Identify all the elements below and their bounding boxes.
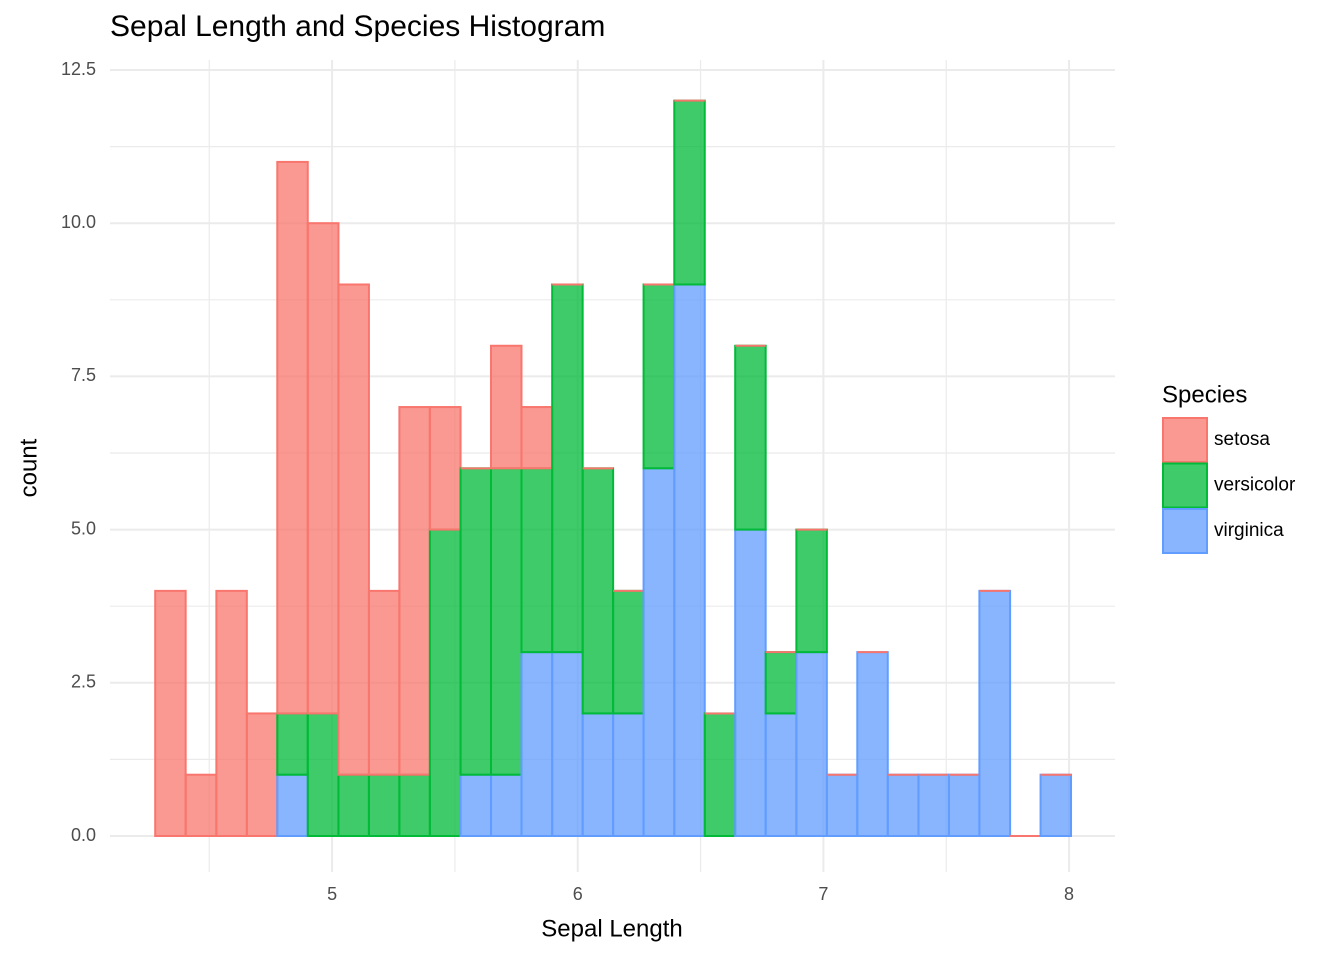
y-tick-label: 12.5 bbox=[61, 59, 96, 79]
bar-segment bbox=[428, 406, 462, 531]
bar-segment bbox=[398, 773, 431, 837]
bar-segment bbox=[337, 773, 370, 837]
bar-segment bbox=[520, 651, 554, 837]
bar-segment bbox=[795, 528, 828, 654]
y-tick-label: 2.5 bbox=[71, 672, 96, 692]
bar-segment bbox=[825, 773, 859, 837]
bar-segment bbox=[978, 589, 1012, 837]
bar-segment bbox=[917, 773, 950, 837]
bar-segment bbox=[459, 773, 493, 837]
bar-segment bbox=[734, 528, 767, 837]
bar-segment bbox=[184, 773, 218, 837]
bar-segment bbox=[1039, 773, 1073, 837]
bar-segment bbox=[154, 589, 187, 837]
bar-segment bbox=[245, 712, 279, 837]
bar-segment bbox=[642, 283, 676, 470]
y-tick-label: 0.0 bbox=[71, 825, 96, 845]
legend-title: Species bbox=[1162, 381, 1247, 408]
x-tick-label: 5 bbox=[327, 884, 337, 904]
bar-segment bbox=[612, 712, 645, 837]
bar-segment bbox=[490, 773, 523, 837]
legend-label: versicolor bbox=[1214, 475, 1296, 496]
bar-segment bbox=[551, 283, 584, 654]
legend-label: virginica bbox=[1214, 520, 1284, 541]
bar-segment bbox=[459, 467, 493, 776]
y-tick-label: 5.0 bbox=[71, 518, 96, 538]
bar-segment bbox=[886, 773, 920, 837]
bar-segment bbox=[490, 344, 523, 470]
bar-segment bbox=[856, 651, 889, 837]
bar-segment bbox=[703, 712, 737, 837]
legend-key bbox=[1162, 508, 1208, 554]
bar-segment bbox=[581, 467, 615, 715]
bar-segment bbox=[764, 651, 798, 715]
legend-key bbox=[1162, 462, 1208, 509]
bar-segment bbox=[764, 712, 798, 837]
bar-segment bbox=[398, 406, 431, 776]
legend-label: setosa bbox=[1214, 429, 1270, 450]
x-tick-label: 8 bbox=[1064, 884, 1074, 904]
bar-segment bbox=[734, 344, 767, 531]
bar-segment bbox=[367, 773, 401, 837]
y-tick-label: 10.0 bbox=[61, 212, 96, 232]
bar-segment bbox=[642, 467, 676, 837]
bar-segment bbox=[306, 712, 340, 837]
x-axis-label: Sepal Length bbox=[541, 915, 682, 942]
bar-segment bbox=[276, 773, 309, 837]
y-axis-label: count bbox=[15, 438, 42, 497]
chart-title: Sepal Length and Species Histogram bbox=[110, 10, 605, 43]
bar-segment bbox=[947, 773, 981, 837]
legend-key bbox=[1162, 417, 1208, 463]
bar-segment bbox=[276, 712, 309, 776]
bar-segment bbox=[551, 651, 584, 837]
bar-segment bbox=[520, 406, 554, 470]
bar-segment bbox=[215, 589, 248, 837]
x-tick-label: 6 bbox=[573, 884, 583, 904]
bar-segment bbox=[612, 589, 645, 715]
bar-segment bbox=[490, 467, 523, 776]
bar-segment bbox=[276, 160, 309, 715]
bar-segment bbox=[581, 712, 615, 837]
bar-segment bbox=[673, 99, 706, 286]
bar-segment bbox=[337, 283, 370, 776]
bar-segment bbox=[520, 467, 554, 654]
bar-segment bbox=[795, 651, 828, 837]
bar-segment bbox=[428, 528, 462, 837]
x-tick-label: 7 bbox=[818, 884, 828, 904]
bar-segment bbox=[367, 589, 401, 776]
bar-segment bbox=[673, 283, 706, 838]
y-tick-label: 7.5 bbox=[71, 365, 96, 385]
bar-segment bbox=[306, 222, 340, 715]
